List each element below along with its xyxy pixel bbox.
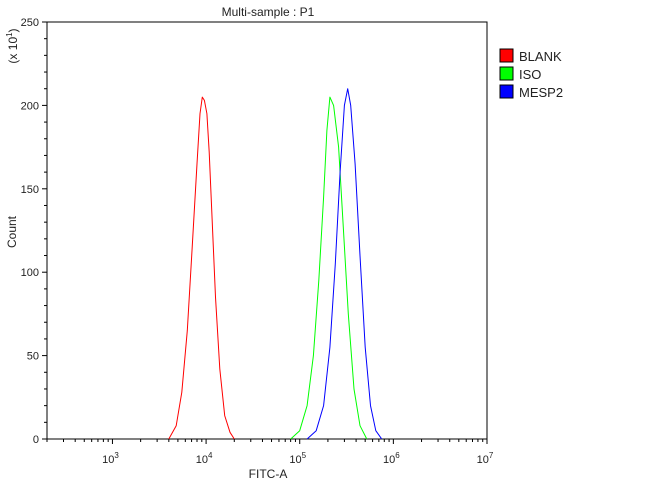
x-tick-label: 107 <box>477 451 494 466</box>
y-tick-label: 250 <box>21 17 39 29</box>
legend-swatch-iso <box>499 66 514 81</box>
y-tick-label: 0 <box>33 434 39 446</box>
legend-label-blank: BLANK <box>519 49 562 64</box>
plot-frame <box>46 21 488 440</box>
x-tick-label: 104 <box>196 451 213 466</box>
series-lines <box>168 88 383 440</box>
y-tick-labels: 0 50 100 150 200 250 <box>21 17 39 446</box>
y-tick-label: 150 <box>21 184 39 196</box>
x-tick-label: 106 <box>383 451 400 466</box>
y-tick-label: 200 <box>21 100 39 112</box>
series-line-blank <box>168 96 235 440</box>
y-axis-title: Count <box>5 215 19 248</box>
legend-swatch-mesp2 <box>499 84 514 99</box>
y-axis-scale-label: (x 101) <box>5 28 20 63</box>
x-axis-title: FITC-A <box>249 467 288 481</box>
x-tick-labels: 103 104 105 106 107 <box>102 451 494 466</box>
plot-border <box>46 21 488 440</box>
series-line-iso <box>290 96 368 440</box>
chart-title: Multi-sample : P1 <box>222 5 315 19</box>
axis-ticks <box>42 21 488 444</box>
series-line-mesp2 <box>306 88 383 440</box>
legend-swatch-blank <box>499 48 514 63</box>
y-tick-label: 50 <box>27 351 39 363</box>
legend: BLANK ISO MESP2 <box>499 48 563 100</box>
x-tick-label: 103 <box>102 451 119 466</box>
legend-label-mesp2: MESP2 <box>519 85 563 100</box>
x-tick-label: 105 <box>289 451 306 466</box>
legend-label-iso: ISO <box>519 67 541 82</box>
y-tick-label: 100 <box>21 267 39 279</box>
